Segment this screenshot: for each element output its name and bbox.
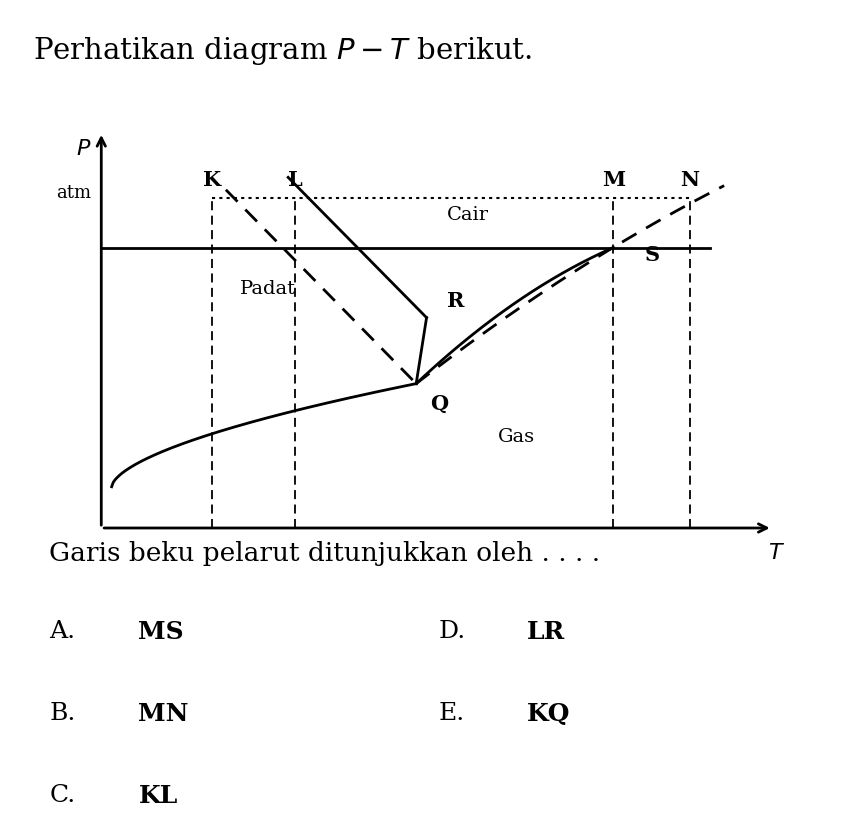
Text: LR: LR <box>528 620 565 644</box>
Text: B.: B. <box>49 702 76 725</box>
Text: M: M <box>602 170 625 190</box>
Text: KL: KL <box>138 784 178 808</box>
Text: atm: atm <box>56 184 91 201</box>
Text: Q: Q <box>430 394 448 414</box>
Text: Cair: Cair <box>447 205 489 224</box>
Text: Garis beku pelarut ditunjukkan oleh . . . .: Garis beku pelarut ditunjukkan oleh . . … <box>49 541 600 566</box>
Text: Padat: Padat <box>240 280 295 298</box>
Text: R: R <box>447 291 465 311</box>
Text: N: N <box>680 170 699 190</box>
Text: L: L <box>288 170 302 190</box>
Text: $T$: $T$ <box>767 543 785 564</box>
Text: A.: A. <box>49 620 75 643</box>
Text: Perhatikan diagram $P - T$ berikut.: Perhatikan diagram $P - T$ berikut. <box>33 35 533 67</box>
Text: E.: E. <box>438 702 464 725</box>
Text: MN: MN <box>138 702 189 726</box>
Text: C.: C. <box>49 784 76 807</box>
Text: S: S <box>645 246 660 266</box>
Text: D.: D. <box>438 620 465 643</box>
Text: $P$: $P$ <box>75 138 91 160</box>
Text: KQ: KQ <box>528 702 571 726</box>
Text: MS: MS <box>138 620 184 644</box>
Text: Gas: Gas <box>498 428 535 446</box>
Text: K: K <box>203 170 221 190</box>
